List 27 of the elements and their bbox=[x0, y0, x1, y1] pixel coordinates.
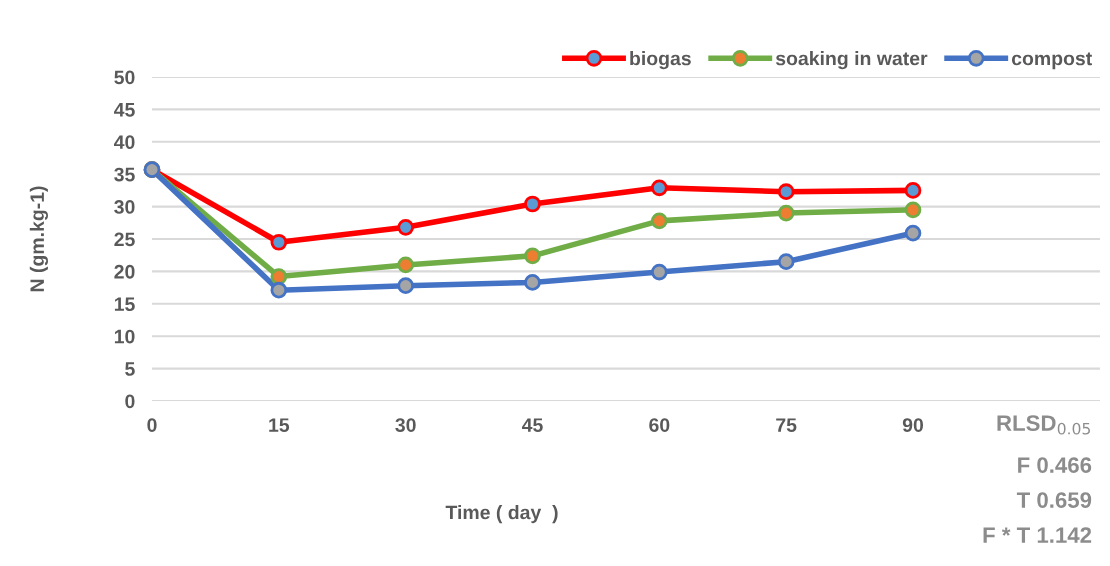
legend-label: biogas bbox=[630, 51, 691, 70]
y-tick-label: 25 bbox=[114, 232, 135, 247]
y-tick-label: 30 bbox=[114, 200, 135, 214]
text: F * T 1.142 bbox=[983, 527, 1092, 543]
x-tick-label: 45 bbox=[521, 418, 543, 432]
y-axis-title: N (gm.kg-1) bbox=[29, 186, 48, 292]
x-tick-label: 60 bbox=[649, 418, 670, 432]
y-tick-label: 40 bbox=[114, 135, 135, 150]
y-tick-label: 20 bbox=[114, 264, 135, 279]
x-tick-label: 15 bbox=[269, 418, 290, 432]
legend-label: soaking in water bbox=[775, 51, 928, 70]
y-tick-label: 0 bbox=[125, 394, 135, 409]
x-axis-title: Time ( day ) bbox=[445, 505, 558, 524]
x-tick-label: 90 bbox=[902, 418, 924, 432]
y-tick-label: 5 bbox=[125, 362, 135, 376]
x-tick-label: 0 bbox=[147, 418, 157, 432]
y-tick-label: 50 bbox=[114, 70, 135, 85]
y-tick-label: 45 bbox=[114, 103, 135, 117]
legend-label: compost bbox=[1011, 52, 1092, 70]
y-tick-label: 35 bbox=[114, 167, 135, 182]
text: T 0.659 bbox=[1016, 492, 1092, 508]
x-tick-label: 75 bbox=[776, 418, 797, 432]
text: RLSD$_{0.05}$ bbox=[997, 415, 1090, 435]
y-tick-label: 15 bbox=[114, 297, 135, 312]
x-tick-label: 30 bbox=[395, 418, 416, 432]
text: F 0.466 bbox=[1018, 457, 1092, 473]
y-tick-label: 10 bbox=[114, 329, 135, 344]
